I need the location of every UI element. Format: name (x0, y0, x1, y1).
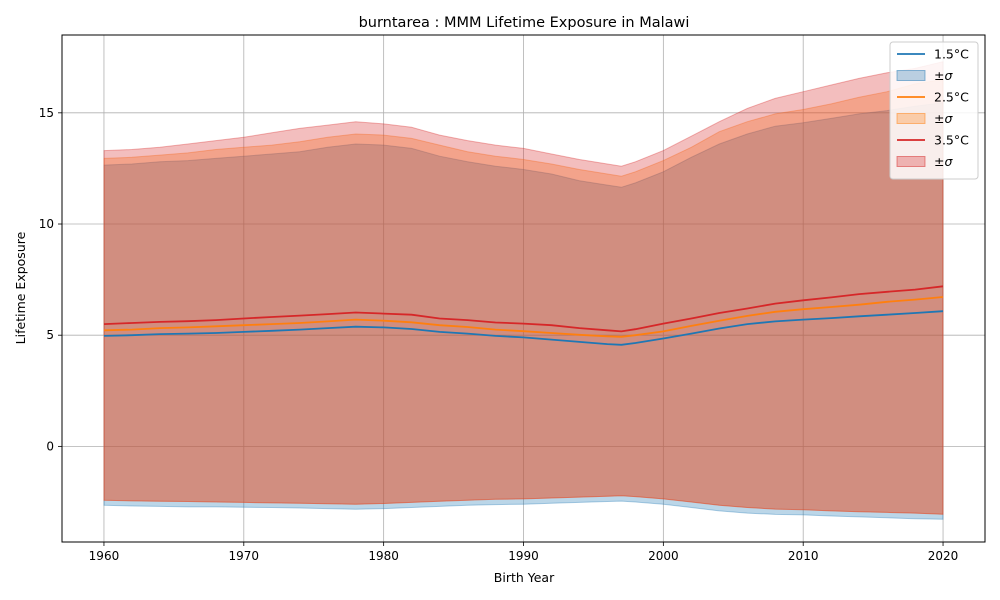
x-tick-label: 2010 (788, 549, 819, 563)
mean-line-2 (103, 296, 944, 338)
x-axis-label: Birth Year (494, 570, 555, 585)
legend-label: 3.5°C (934, 133, 969, 148)
y-axis-label: Lifetime Exposure (13, 231, 28, 344)
mean-line-1 (103, 310, 944, 346)
x-tick-label: 1980 (368, 549, 399, 563)
sigma-band-3 (103, 61, 944, 515)
x-tick-label: 2020 (928, 549, 959, 563)
mean-line-3 (103, 285, 944, 333)
legend-label: 2.5°C (934, 90, 969, 105)
y-tick-label: 15 (39, 106, 54, 120)
legend-label: ±σ (934, 68, 953, 83)
x-tick-label: 1970 (229, 549, 260, 563)
grid-lines (62, 35, 985, 542)
x-tick-label: 2000 (648, 549, 679, 563)
legend-label: ±σ (934, 154, 953, 169)
sigma-bands (103, 61, 944, 520)
legend: 1.5°C ±σ 2.5°C ±σ 3.5°C ±σ (889, 41, 979, 180)
x-tick-label: 1990 (508, 549, 539, 563)
y-tick-label: 10 (39, 217, 54, 231)
legend-label: ±σ (934, 111, 953, 126)
sigma-band-2 (103, 78, 944, 515)
legend-band-swatch (896, 156, 926, 167)
legend-band-swatch (896, 113, 926, 124)
legend-label: 1.5°C (934, 47, 969, 62)
x-axis-ticks: 1960 1970 1980 1990 2000 2010 2020 (89, 542, 959, 563)
chart-title: burntarea : MMM Lifetime Exposure in Mal… (359, 15, 690, 31)
y-tick-label: 0 (46, 439, 54, 453)
legend-band-swatch (896, 70, 926, 81)
legend-box (889, 41, 979, 180)
x-tick-label: 1960 (89, 549, 120, 563)
y-axis-ticks: 0 5 10 15 (39, 106, 62, 453)
mean-lines (103, 285, 944, 346)
sigma-band-1 (103, 102, 944, 520)
y-tick-label: 5 (46, 328, 54, 342)
